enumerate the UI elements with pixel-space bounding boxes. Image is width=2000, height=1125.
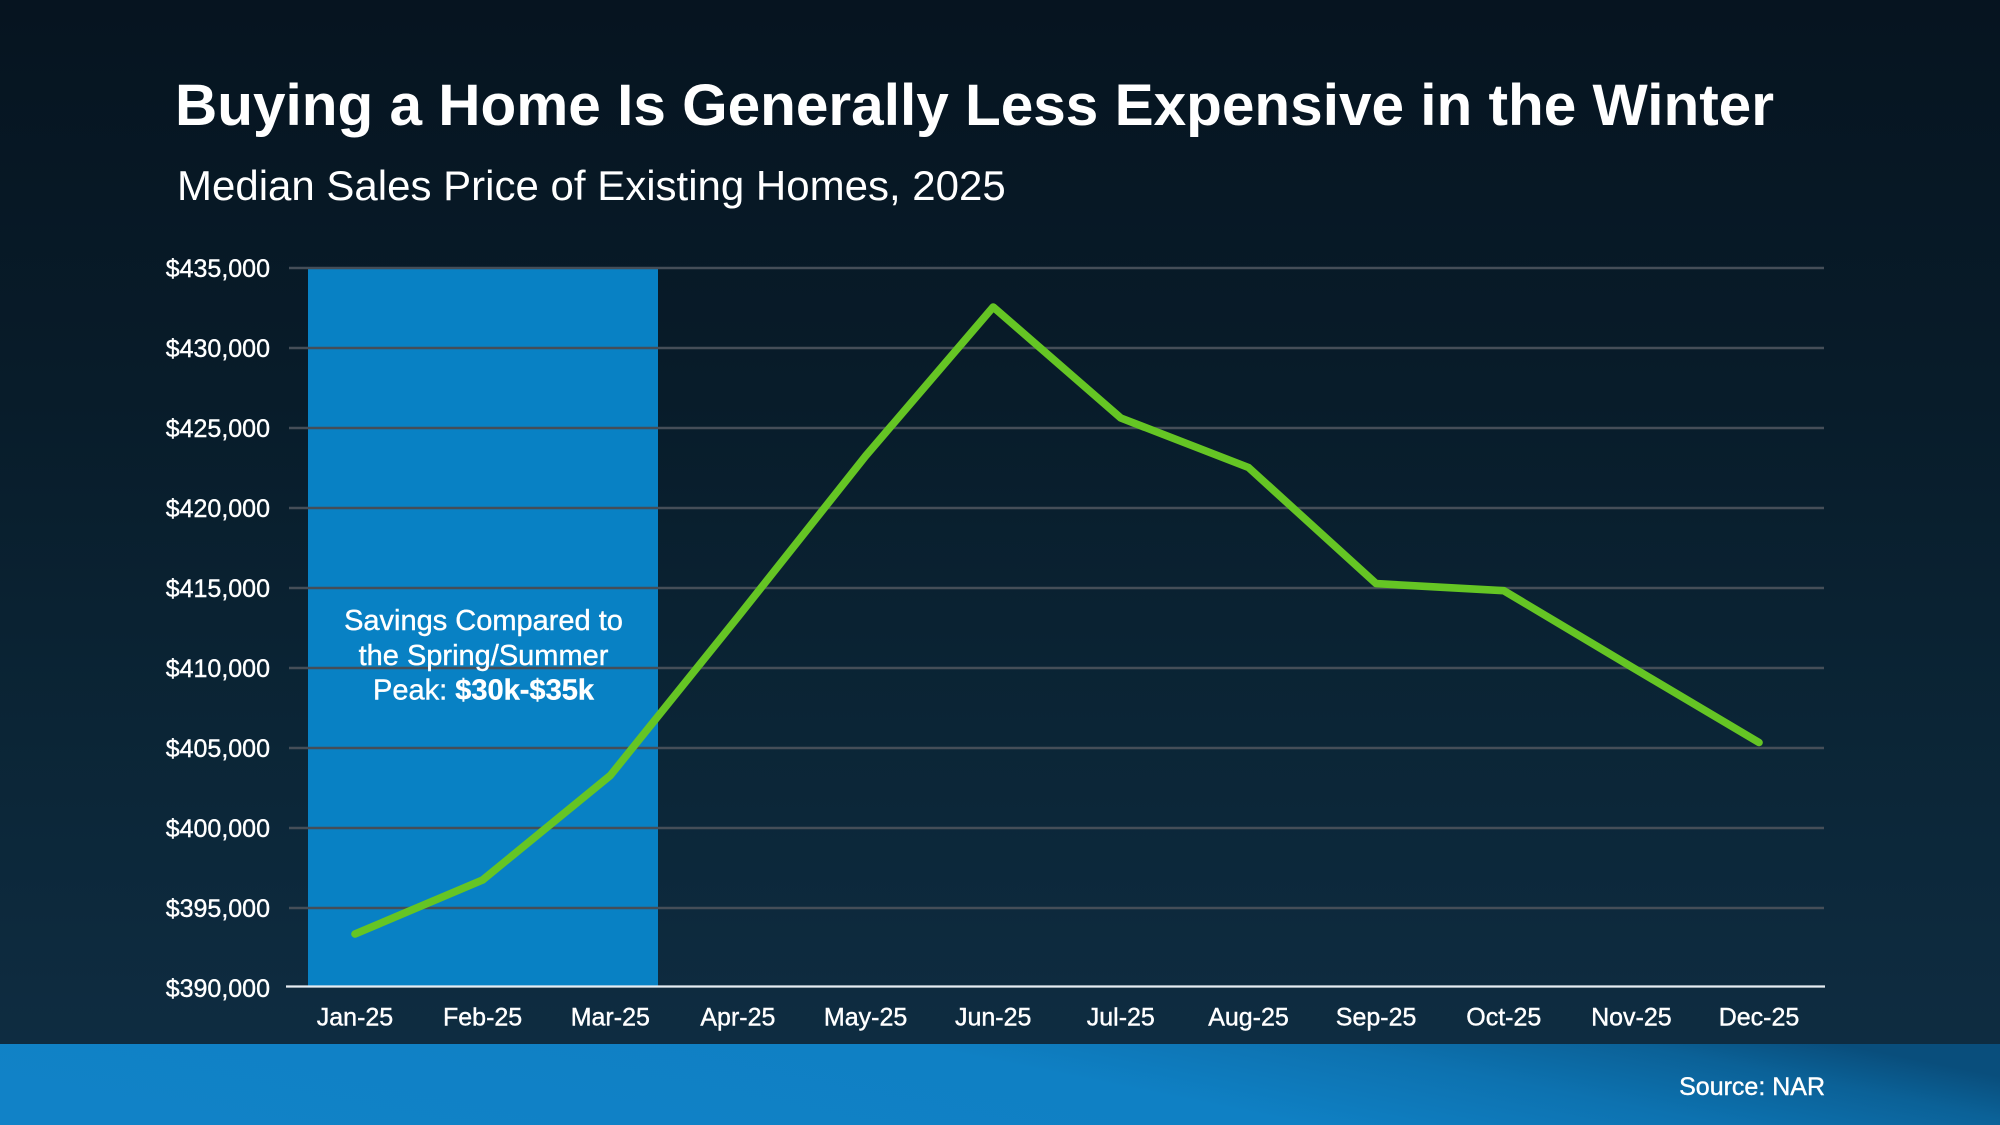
svg-text:$395,000: $395,000 xyxy=(166,895,270,923)
svg-text:$425,000: $425,000 xyxy=(166,415,270,443)
svg-text:the Spring/Summer: the Spring/Summer xyxy=(359,640,609,672)
svg-text:Sep-25: Sep-25 xyxy=(1336,1004,1417,1032)
svg-text:$390,000: $390,000 xyxy=(166,975,270,1003)
svg-text:May-25: May-25 xyxy=(824,1004,907,1032)
svg-text:Jan-25: Jan-25 xyxy=(317,1004,393,1032)
svg-text:Dec-25: Dec-25 xyxy=(1719,1004,1800,1032)
svg-text:$415,000: $415,000 xyxy=(166,575,270,603)
svg-text:$420,000: $420,000 xyxy=(166,495,270,523)
svg-text:Median Sales Price of Existing: Median Sales Price of Existing Homes, 20… xyxy=(177,162,1006,209)
svg-text:$430,000: $430,000 xyxy=(166,335,270,363)
svg-text:Savings Compared to: Savings Compared to xyxy=(344,605,623,637)
svg-text:$435,000: $435,000 xyxy=(166,255,270,283)
svg-text:$400,000: $400,000 xyxy=(166,815,270,843)
svg-text:$410,000: $410,000 xyxy=(166,655,270,683)
svg-text:Mar-25: Mar-25 xyxy=(571,1004,650,1032)
svg-text:Feb-25: Feb-25 xyxy=(443,1004,522,1032)
svg-text:Source: NAR: Source: NAR xyxy=(1679,1073,1825,1101)
svg-text:Oct-25: Oct-25 xyxy=(1466,1004,1541,1032)
svg-text:Aug-25: Aug-25 xyxy=(1208,1004,1289,1032)
svg-text:Apr-25: Apr-25 xyxy=(700,1004,775,1032)
svg-text:Buying a Home Is Generally Les: Buying a Home Is Generally Less Expensiv… xyxy=(175,73,1774,138)
svg-text:Jun-25: Jun-25 xyxy=(955,1004,1031,1032)
svg-text:Jul-25: Jul-25 xyxy=(1087,1004,1155,1032)
svg-text:$405,000: $405,000 xyxy=(166,735,270,763)
svg-text:Nov-25: Nov-25 xyxy=(1591,1004,1672,1032)
svg-text:Peak: $30k-$35k: Peak: $30k-$35k xyxy=(373,675,595,707)
